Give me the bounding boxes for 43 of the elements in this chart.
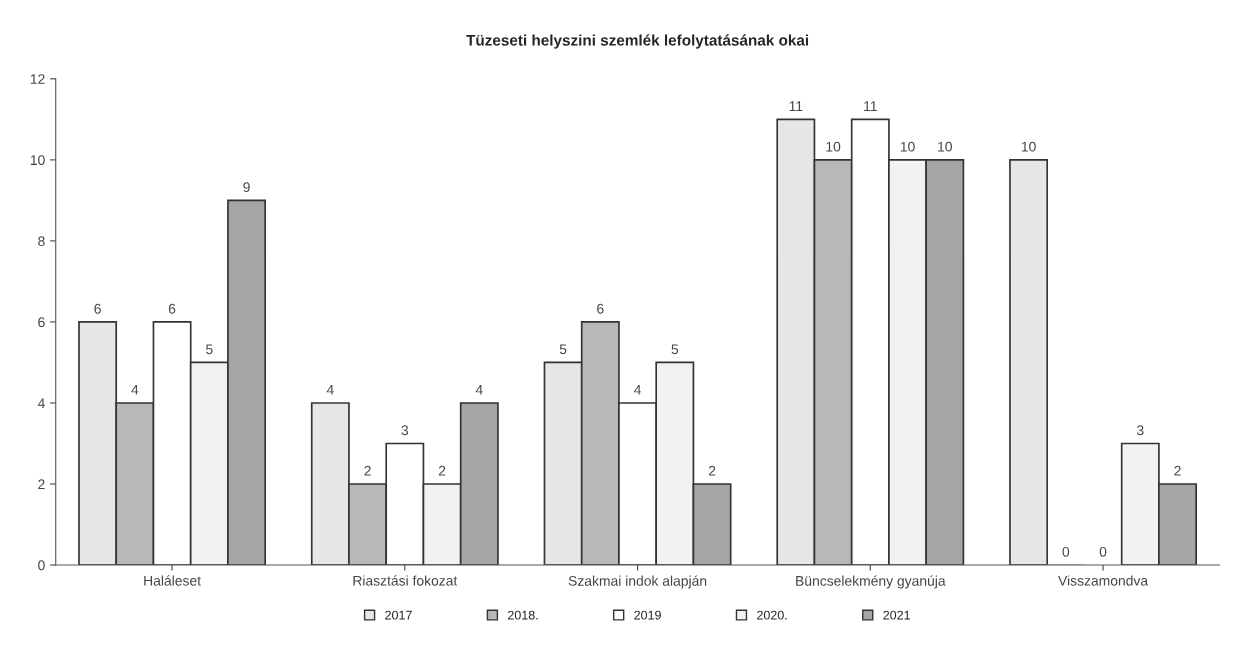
y-tick-label: 0 [38,560,45,571]
x-tick-label: Visszamondva [1058,575,1149,586]
legend-label: 2017 [385,610,412,620]
data-label: 11 [864,101,877,111]
data-label: 6 [94,303,101,314]
data-label: 3 [401,425,409,436]
y-tick-label: 8 [38,236,45,247]
data-label: 2 [1174,465,1181,476]
data-label: 4 [634,384,642,395]
data-label: 10 [938,141,952,152]
y-tick-label: 10 [30,155,45,166]
legend-label: 2019 [634,610,661,620]
y-tick-label: 12 [30,74,45,84]
data-label: 4 [131,384,139,395]
y-tick-label: 2 [38,479,45,490]
data-label: 6 [168,303,176,314]
data-label: 10 [900,141,915,152]
chart-title: Tüzeseti helyszini szemlék lefolytatásának okai [466,34,809,49]
data-label: 5 [671,344,679,355]
x-tick-label: Büncselekmény gyanúja [796,575,946,589]
data-label: 2 [438,465,446,476]
data-label: 2 [708,465,716,476]
data-label: 5 [206,344,213,355]
legend-label: 2020. [757,610,787,620]
y-tick-label: 4 [37,398,45,408]
data-label: 10 [826,141,841,152]
data-label: 11 [789,101,803,111]
data-label: 4 [326,384,334,395]
x-tick-label: Szakmai indok alapján [568,575,707,589]
x-tick-label: Riasztási fokozat [353,575,458,586]
data-label: 9 [243,182,250,193]
x-tick-label: Haláleset [144,575,201,586]
data-label: 10 [1021,141,1036,152]
data-label: 2 [364,465,371,476]
data-label: 4 [475,384,483,395]
data-label: 6 [597,303,604,314]
data-label: 5 [559,344,567,355]
legend-label: 2021 [883,610,910,620]
y-tick-label: 6 [38,317,45,328]
legend-label: 2018. [508,610,538,620]
data-label: 3 [1136,425,1144,436]
data-label: 0 [1062,546,1070,557]
data-label: 0 [1099,546,1107,557]
